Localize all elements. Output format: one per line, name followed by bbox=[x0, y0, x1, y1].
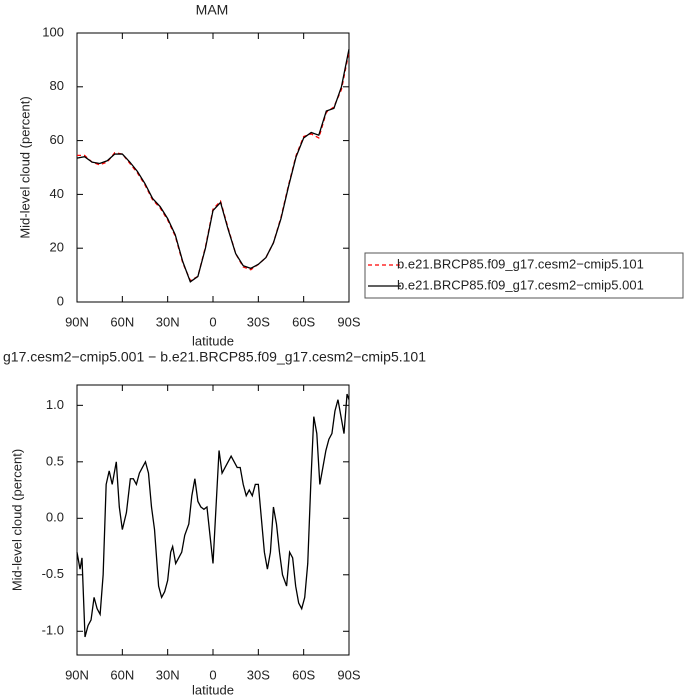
y-tick-label: 40 bbox=[50, 186, 64, 201]
data-line bbox=[76, 49, 350, 283]
y-tick-label: -1.0 bbox=[42, 623, 64, 638]
x-tick-label: 30N bbox=[156, 314, 180, 329]
x-tick-label: 0 bbox=[209, 314, 216, 329]
x-tick-label: 30S bbox=[247, 667, 270, 682]
x-tick-label: 60S bbox=[292, 314, 315, 329]
x-tick-label: 60S bbox=[292, 667, 315, 682]
data-line bbox=[76, 393, 350, 638]
y-tick-label: 0 bbox=[57, 293, 64, 308]
y-tick-label: 100 bbox=[42, 24, 64, 39]
x-tick-label: 60N bbox=[110, 314, 134, 329]
x-tick-label: 30S bbox=[247, 314, 270, 329]
x-axis-label: latitude bbox=[192, 333, 234, 348]
y-tick-label: -0.5 bbox=[42, 566, 64, 581]
plot-frame bbox=[76, 384, 350, 656]
x-tick-label: 90S bbox=[337, 314, 360, 329]
x-tick-label: 90S bbox=[337, 667, 360, 682]
x-axis-label: latitude bbox=[192, 682, 234, 697]
y-tick-label: 60 bbox=[50, 132, 64, 147]
x-tick-label: 30N bbox=[156, 667, 180, 682]
x-tick-label: 90N bbox=[65, 314, 89, 329]
x-tick-label: 0 bbox=[209, 667, 216, 682]
data-line bbox=[77, 51, 350, 282]
plot-frame bbox=[76, 32, 350, 303]
x-tick-label: 90N bbox=[65, 667, 89, 682]
y-tick-label: 0.5 bbox=[46, 453, 64, 468]
legend-label: b.e21.BRCP85.f09_g17.cesm2−cmip5.101 bbox=[397, 256, 644, 271]
x-tick-label: 60N bbox=[110, 667, 134, 682]
y-tick-label: 20 bbox=[50, 240, 64, 255]
chart-title: MAM bbox=[196, 2, 229, 18]
y-tick-label: 0.0 bbox=[46, 510, 64, 525]
legend-box bbox=[364, 252, 684, 299]
y-tick-label: 1.0 bbox=[46, 397, 64, 412]
y-axis-label: Mid-level cloud (percent) bbox=[9, 449, 24, 591]
y-tick-label: 80 bbox=[50, 78, 64, 93]
y-axis-label: Mid-level cloud (percent) bbox=[17, 96, 32, 238]
legend-label: b.e21.BRCP85.f09_g17.cesm2−cmip5.001 bbox=[397, 277, 644, 292]
chart-title: g17.cesm2−cmip5.001 − b.e21.BRCP85.f09_g… bbox=[3, 349, 426, 365]
